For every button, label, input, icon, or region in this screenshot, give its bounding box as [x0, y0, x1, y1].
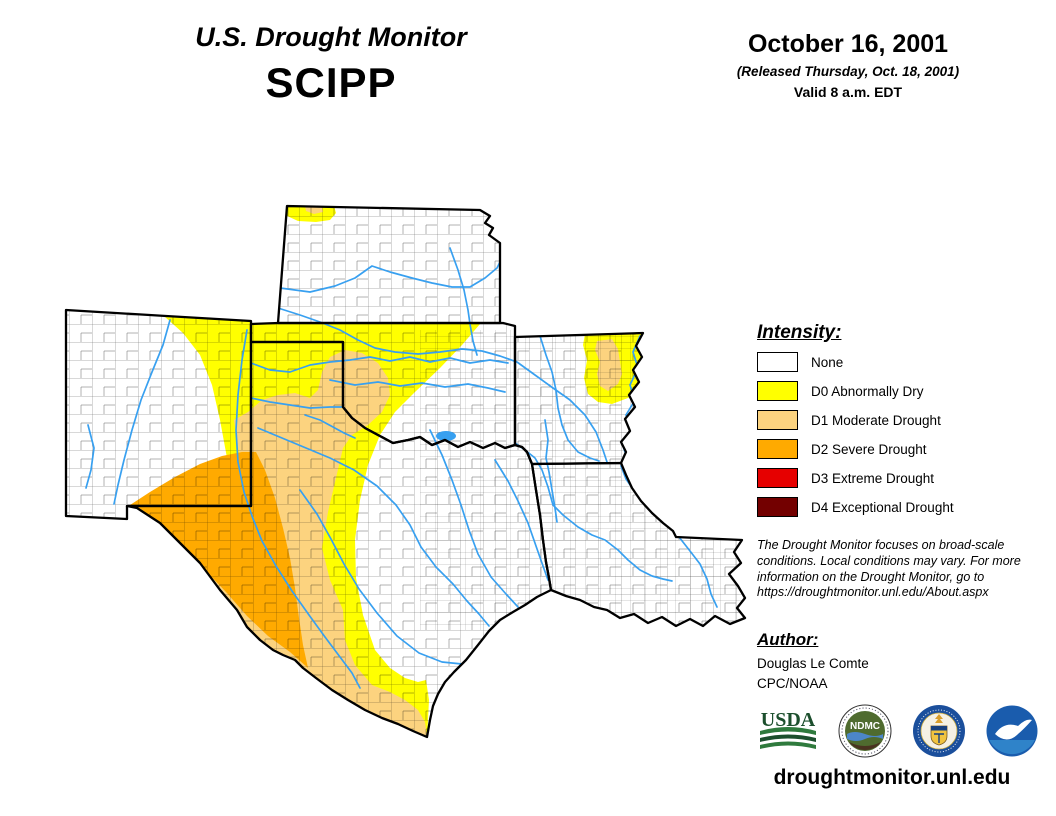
river-sabine: [494, 459, 549, 581]
legend-label-d4: D4 Exceptional Drought: [811, 500, 954, 515]
release-date: (Released Thursday, Oct. 18, 2001): [736, 64, 960, 79]
commerce-seal-logo: [912, 705, 965, 757]
state-texas: [125, 340, 553, 739]
author-title: Author:: [757, 630, 819, 649]
river-brazos: [257, 427, 490, 627]
disclaimer-text: The Drought Monitor focuses on broad-sca…: [757, 538, 1021, 600]
map-date: October 16, 2001: [747, 30, 949, 58]
river-pecos: [235, 329, 361, 689]
legend-swatch-d3: [757, 468, 798, 488]
river-trinity: [429, 429, 519, 608]
title-block: U.S. Drought Monitor SCIPP: [156, 22, 506, 107]
logo-row: USDA NDMC: [757, 702, 1039, 760]
state-arkansas: [513, 331, 645, 466]
valid-time: Valid 8 a.m. EDT: [793, 84, 903, 100]
legend-label-d1: D1 Moderate Drought: [811, 413, 941, 428]
usda-logo: USDA: [760, 709, 816, 749]
river-arkansas: [277, 307, 608, 463]
ndmc-logo: NDMC: [838, 704, 892, 758]
river-north-canadian: [329, 379, 506, 393]
author-name: Douglas Le Comte: [757, 656, 869, 671]
drought-map: [64, 204, 747, 739]
river-neosho: [449, 247, 478, 356]
legend-swatch-d2: [757, 439, 798, 459]
river-ouachita: [544, 419, 558, 523]
river-canadian: [250, 356, 509, 373]
river-washita: [304, 414, 356, 439]
river-red-upper: [250, 397, 344, 409]
legend-swatch-d4: [757, 497, 798, 517]
river-rio-grande-upper: [113, 319, 171, 505]
county-grid-texture: [66, 206, 745, 737]
county-grid-texture-fine: [420, 330, 745, 630]
rivers: [85, 247, 718, 689]
lake-texoma: [436, 431, 456, 441]
author-org: CPC/NOAA: [757, 676, 828, 691]
ndmc-logo-text: NDMC: [850, 721, 880, 732]
legend-swatch-d1: [757, 410, 798, 430]
legend-label-none: None: [811, 355, 844, 370]
state-louisiana: [530, 461, 747, 628]
noaa-logo: [986, 705, 1038, 757]
legend-label-d2: D2 Severe Drought: [811, 442, 927, 457]
date-block: October 16, 2001 (Released Thursday, Oct…: [708, 30, 988, 100]
site-url: droughtmonitor.unl.edu: [773, 766, 1011, 789]
legend-title: Intensity:: [757, 322, 842, 343]
legend-swatch-d0: [757, 381, 798, 401]
region-title: SCIPP: [265, 59, 397, 106]
program-title: U.S. Drought Monitor: [195, 22, 467, 52]
legend-swatch-none: [757, 352, 798, 372]
usda-logo-text: USDA: [761, 709, 816, 731]
legend-label-d0: D0 Abnormally Dry: [811, 384, 924, 399]
river-kansas: [279, 261, 501, 293]
state-borders: [64, 204, 747, 739]
legend-label-d3: D3 Extreme Drought: [811, 471, 935, 486]
river-nm-creek: [85, 424, 95, 489]
river-white-ar: [539, 335, 600, 462]
